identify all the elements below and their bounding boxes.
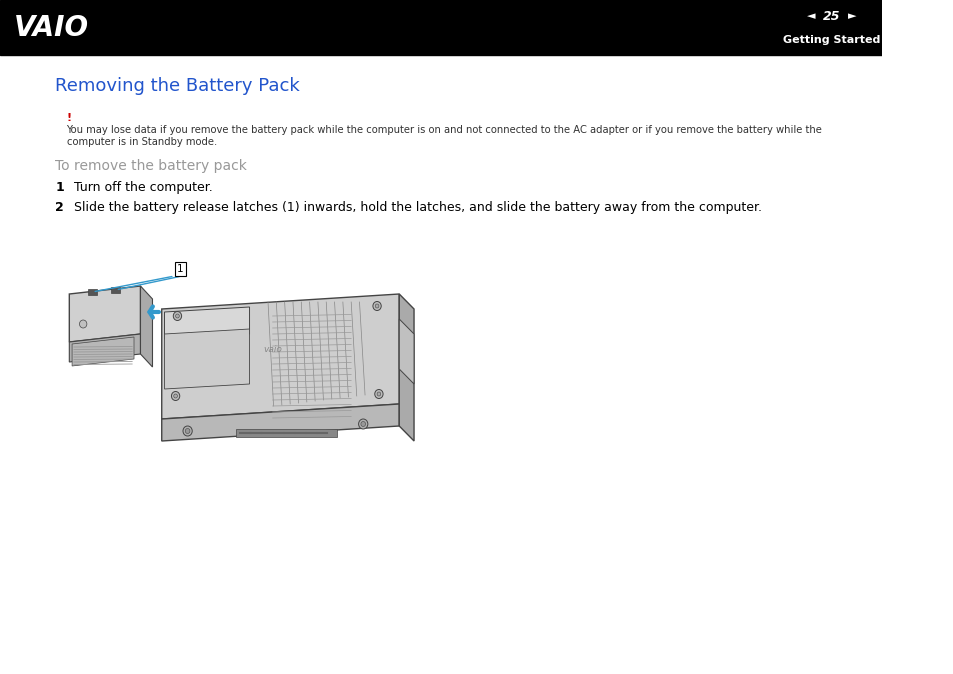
Polygon shape [399,294,414,441]
Circle shape [183,426,193,436]
Circle shape [373,301,381,311]
Text: You may lose data if you remove the battery pack while the computer is on and no: You may lose data if you remove the batt… [67,125,821,135]
Text: computer is in Standby mode.: computer is in Standby mode. [67,137,216,147]
Text: vaio: vaio [263,344,282,353]
Text: VAIO: VAIO [14,13,89,42]
Circle shape [375,390,383,398]
Circle shape [172,392,179,400]
Circle shape [375,304,378,308]
Bar [0,0,881,55]
Circle shape [79,320,87,328]
Bar [235,429,337,437]
Text: !: ! [67,113,71,123]
Bar [88,289,97,295]
Text: 1: 1 [176,264,183,274]
Text: 2: 2 [55,201,64,214]
Polygon shape [140,286,152,367]
Polygon shape [162,404,399,441]
Polygon shape [72,337,133,366]
Circle shape [360,421,365,427]
Polygon shape [70,334,140,362]
Text: Removing the Battery Pack: Removing the Battery Pack [55,77,300,95]
Text: Getting Started: Getting Started [782,34,880,44]
Text: 25: 25 [822,10,840,23]
Polygon shape [162,294,399,419]
Text: Slide the battery release latches (1) inwards, hold the latches, and slide the b: Slide the battery release latches (1) in… [74,201,761,214]
Circle shape [376,392,380,396]
Text: To remove the battery pack: To remove the battery pack [55,159,247,173]
Circle shape [173,311,181,321]
Circle shape [358,419,368,429]
Circle shape [175,314,179,318]
Circle shape [173,394,177,398]
Text: Turn off the computer.: Turn off the computer. [74,181,213,194]
Circle shape [185,429,190,433]
Polygon shape [70,286,140,342]
Text: ◄: ◄ [806,11,814,22]
Text: ►: ► [847,11,856,22]
Bar [111,287,120,293]
Text: 1: 1 [55,181,64,194]
Polygon shape [399,319,414,384]
Polygon shape [164,329,250,389]
Polygon shape [164,307,250,339]
